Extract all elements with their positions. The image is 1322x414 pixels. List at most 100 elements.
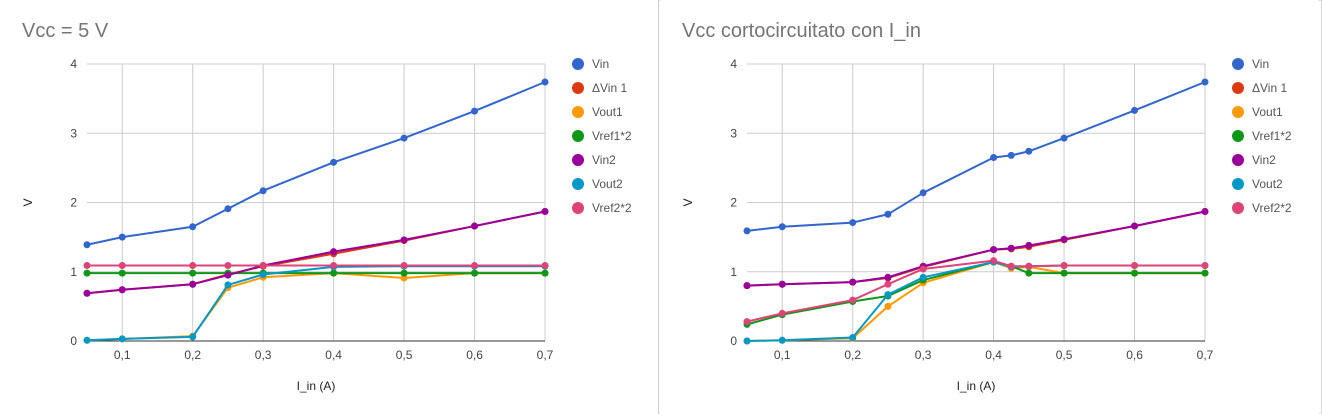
legend-swatch xyxy=(572,106,584,118)
x-axis-title: I_in (A) xyxy=(957,379,996,393)
line-chart: 0,1 0,2 0,3 0,4 0,5 0,6 0,7 0 1 2 3 4 I_in (A) V Vin ΔV… xyxy=(21,57,632,393)
data-point xyxy=(778,223,786,231)
legend-label: Vref1*2 xyxy=(1252,129,1292,143)
legend-label: Vout1 xyxy=(1252,105,1283,119)
data-point xyxy=(1131,269,1139,277)
data-point xyxy=(330,248,338,256)
legend-swatch xyxy=(1232,154,1244,166)
x-tick-label: 0,6 xyxy=(466,348,483,362)
data-point xyxy=(83,336,91,344)
data-point xyxy=(990,246,998,254)
data-point xyxy=(1025,262,1033,270)
chart-panel-right: Vcc cortocircuitato con I_in 0,1 0,2 0,3 0,… xyxy=(660,0,1319,414)
chart-panel-left: Vcc = 5 V 0,1 0,2 0,3 0,4 0,5 0,6 0,7 0 1 2 3 4 I_in… xyxy=(0,0,659,414)
legend-swatch xyxy=(572,202,584,214)
data-point xyxy=(400,262,408,270)
x-tick-label: 0,1 xyxy=(774,348,791,362)
data-point xyxy=(1007,244,1015,252)
data-point xyxy=(919,273,927,281)
data-point xyxy=(541,262,549,270)
legend-swatch xyxy=(1232,130,1244,142)
data-point xyxy=(778,336,786,344)
data-point xyxy=(1131,106,1139,114)
data-point xyxy=(884,302,892,310)
line-chart: 0,1 0,2 0,3 0,4 0,5 0,6 0,7 0 1 2 3 4 I_in (A) V Vin ΔV… xyxy=(681,57,1292,393)
y-tick-label: 1 xyxy=(70,265,77,279)
data-point xyxy=(118,335,126,343)
data-point xyxy=(778,309,786,317)
data-point xyxy=(1201,262,1209,270)
data-point xyxy=(83,241,91,249)
data-point xyxy=(743,227,751,235)
data-point xyxy=(83,289,91,297)
x-tick-label: 0,6 xyxy=(1126,348,1143,362)
legend-label: Vref2*2 xyxy=(592,201,632,215)
data-point xyxy=(189,333,197,341)
data-point xyxy=(189,269,197,277)
data-point xyxy=(1060,262,1068,270)
data-point xyxy=(259,271,267,279)
x-tick-label: 0,3 xyxy=(255,348,272,362)
legend-swatch xyxy=(572,154,584,166)
y-tick-label: 1 xyxy=(730,265,737,279)
legend-label: Vin2 xyxy=(1252,153,1276,167)
data-point xyxy=(1025,241,1033,249)
x-tick-label: 0,5 xyxy=(396,348,413,362)
y-axis-title: V xyxy=(21,198,35,206)
data-point xyxy=(849,334,857,342)
legend-label: Vref2*2 xyxy=(1252,201,1292,215)
data-point xyxy=(884,273,892,281)
data-point xyxy=(743,318,751,326)
y-tick-label: 4 xyxy=(70,57,77,71)
legend-swatch xyxy=(572,82,584,94)
legend-label: Vin xyxy=(592,57,609,71)
legend-label: Vout2 xyxy=(1252,177,1283,191)
legend-label: Vin2 xyxy=(592,153,616,167)
series-line-6 xyxy=(86,265,545,342)
series-line-7 xyxy=(746,259,1205,323)
data-point xyxy=(471,269,479,277)
data-point xyxy=(541,78,549,86)
data-point xyxy=(743,337,751,345)
data-point xyxy=(471,222,479,230)
data-point xyxy=(919,265,927,273)
x-tick-label: 0,7 xyxy=(1197,348,1214,362)
data-point xyxy=(1007,151,1015,159)
data-point xyxy=(919,189,927,197)
data-point xyxy=(849,296,857,304)
legend-label: ΔVin 1 xyxy=(1252,81,1287,95)
y-tick-label: 0 xyxy=(730,334,737,348)
data-point xyxy=(259,262,267,270)
data-point xyxy=(990,153,998,161)
data-point xyxy=(471,107,479,115)
data-point xyxy=(1131,222,1139,230)
data-point xyxy=(330,158,338,166)
legend-label: Vin xyxy=(1252,57,1269,71)
data-point xyxy=(189,280,197,288)
x-tick-label: 0,2 xyxy=(184,348,201,362)
data-point xyxy=(743,282,751,290)
data-point xyxy=(118,233,126,241)
legend-label: Vout2 xyxy=(592,177,623,191)
y-tick-label: 4 xyxy=(730,57,737,71)
series-line-3 xyxy=(86,272,545,342)
legend-swatch xyxy=(572,178,584,190)
data-point xyxy=(400,134,408,142)
data-point xyxy=(1025,269,1033,277)
data-point xyxy=(189,223,197,231)
x-tick-label: 0,7 xyxy=(537,348,554,362)
legend-label: Vref1*2 xyxy=(592,129,632,143)
data-point xyxy=(330,262,338,270)
data-point xyxy=(1201,208,1209,216)
data-point xyxy=(541,208,549,216)
data-point xyxy=(990,257,998,265)
legend-swatch xyxy=(1232,178,1244,190)
data-point xyxy=(884,280,892,288)
data-point xyxy=(400,274,408,282)
data-point xyxy=(224,205,232,213)
y-tick-label: 3 xyxy=(70,126,77,140)
y-tick-label: 2 xyxy=(730,196,737,210)
data-point xyxy=(849,219,857,227)
x-tick-label: 0,3 xyxy=(915,348,932,362)
data-point xyxy=(1060,235,1068,243)
